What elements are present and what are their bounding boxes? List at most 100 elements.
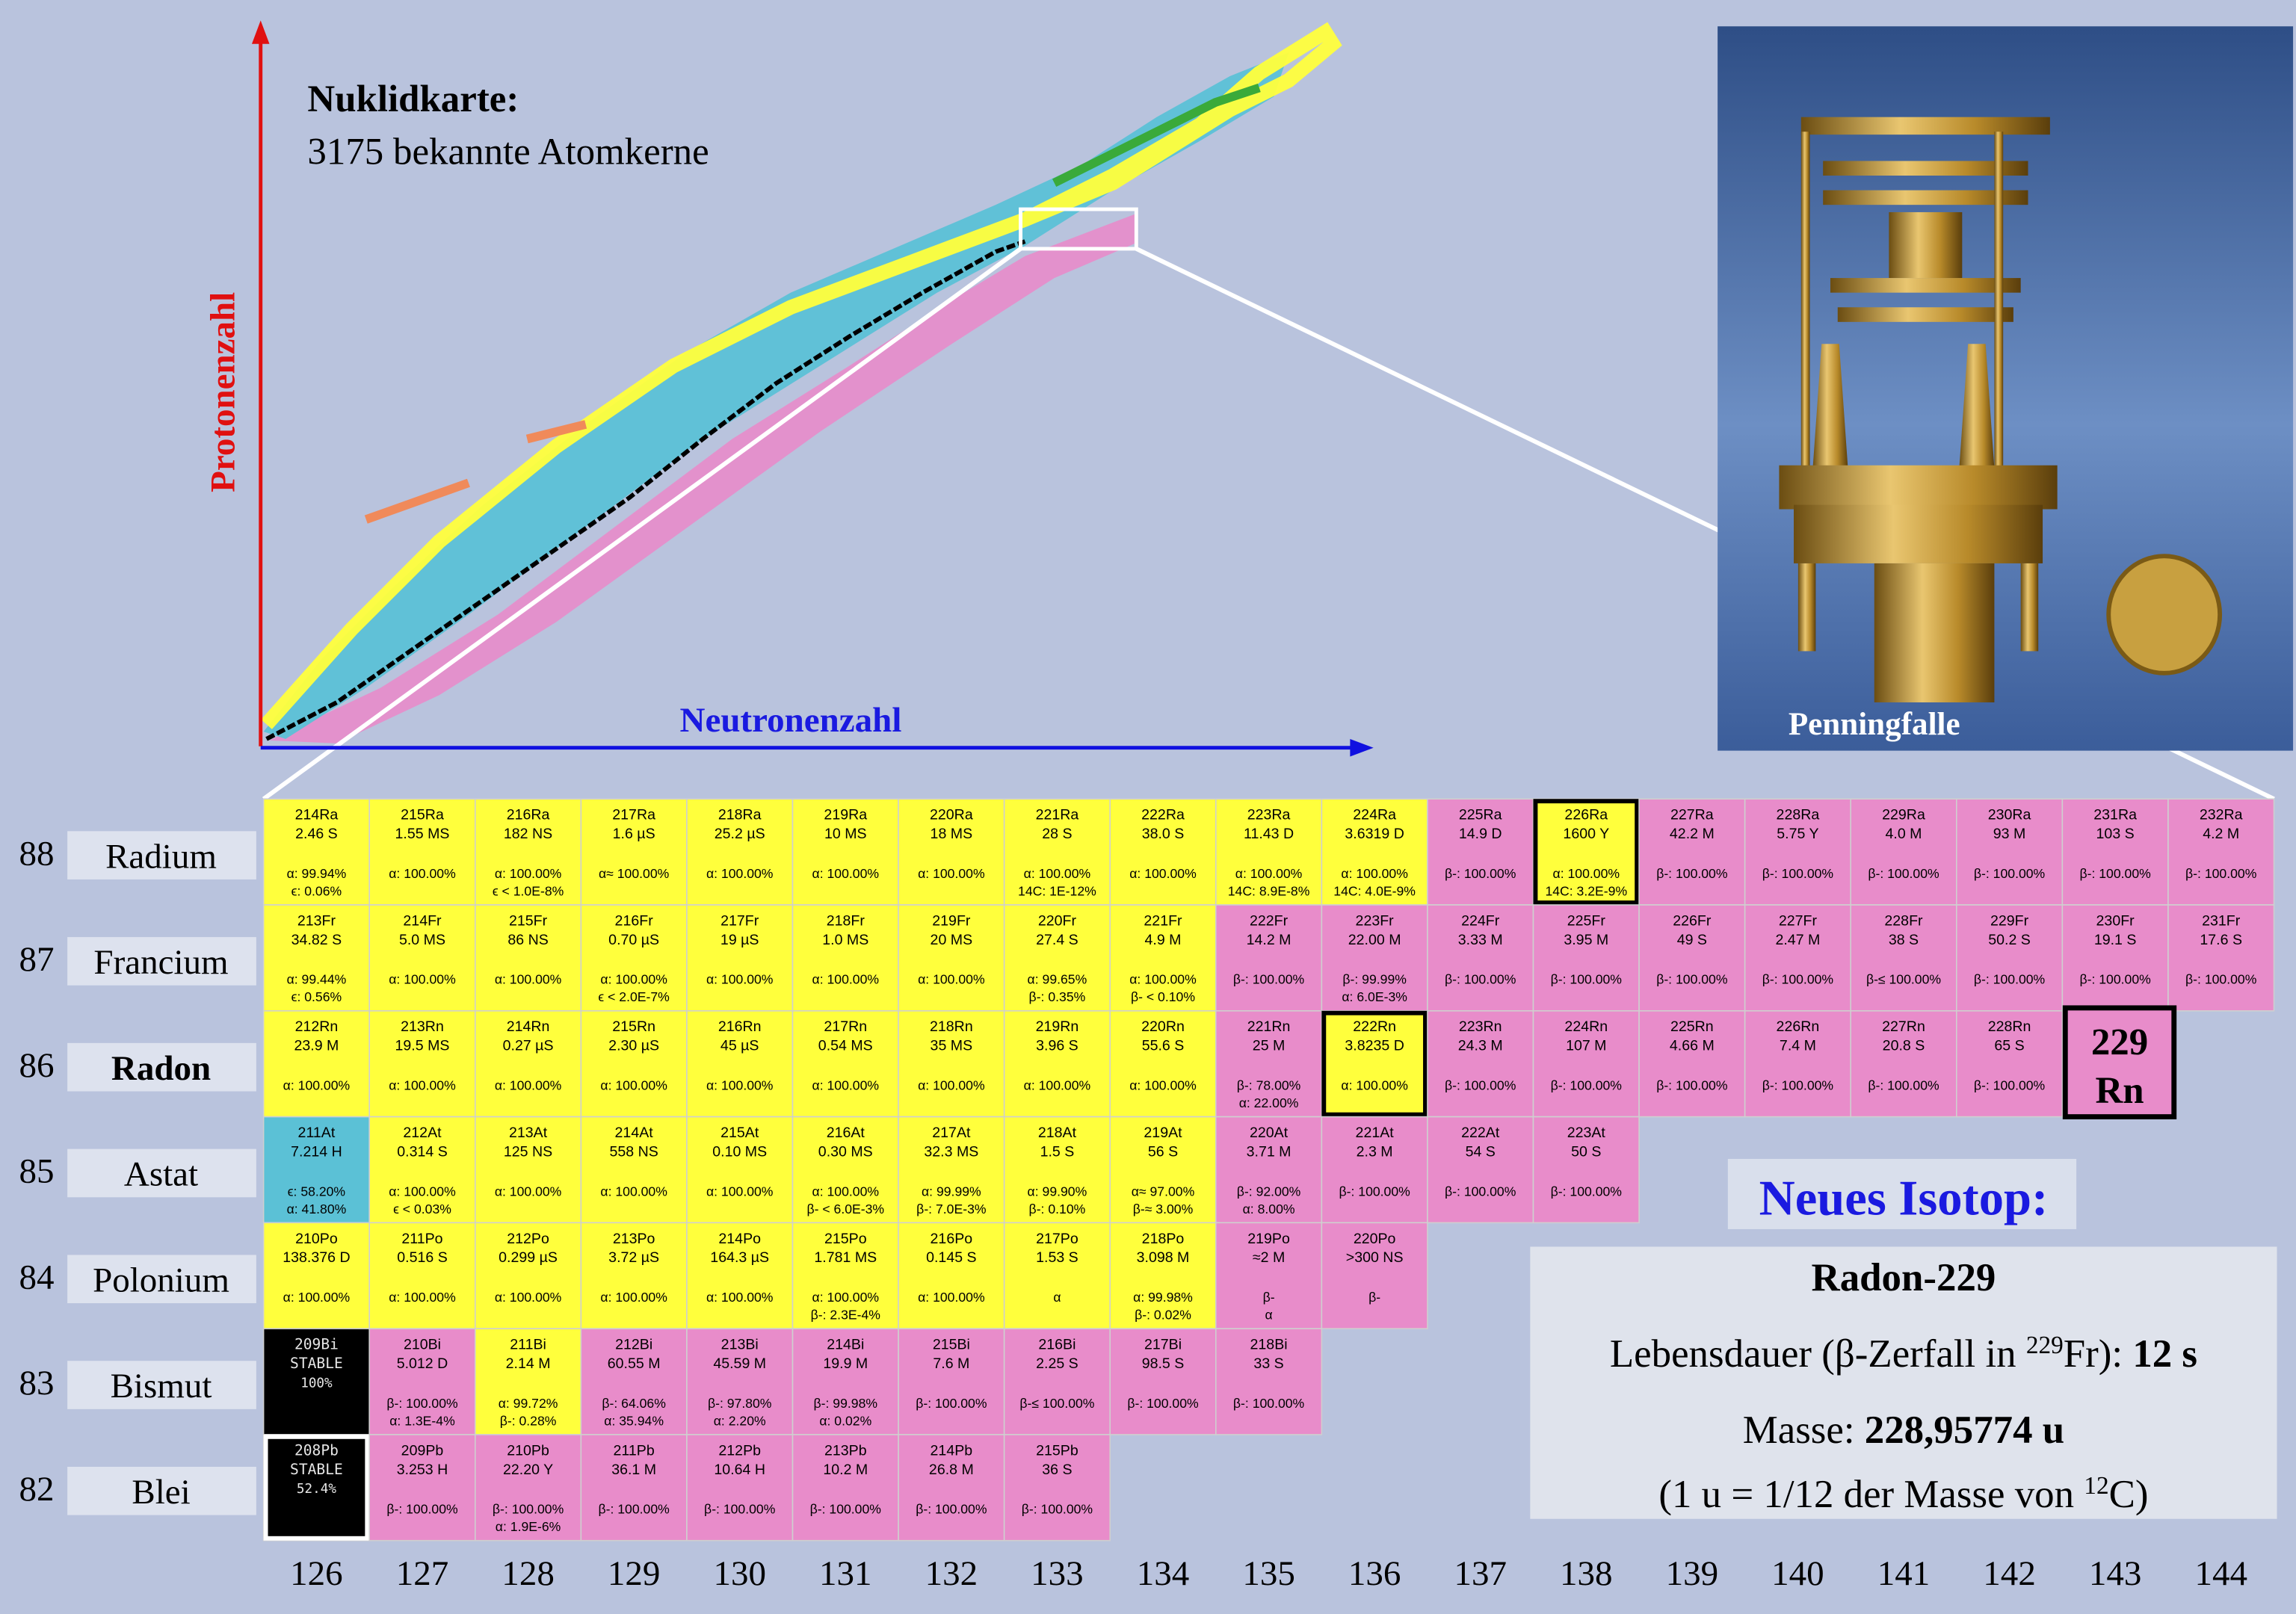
decay-mode: β- < 0.10% (1131, 989, 1195, 1004)
nuclide-name: 230Fr (2096, 912, 2135, 929)
nuclide-name: 217Fr (720, 912, 759, 929)
neutron-number: 135 (1242, 1554, 1295, 1593)
decay-mode: β-: 0.02% (1135, 1308, 1191, 1323)
decay-mode: α: 100.00% (1024, 866, 1091, 881)
nuclide-cell (2167, 904, 2275, 1012)
nuclide-cell (898, 1116, 1005, 1224)
info-unit-part: (1 u = 1/12 der Masse von (1658, 1473, 2084, 1516)
nuclide-name: 217Po (1036, 1231, 1078, 1247)
nuclide-name: 232Ra (2200, 807, 2243, 823)
nuclide-name: 228Fr (1884, 912, 1923, 929)
half-life: 25.2 µS (715, 826, 765, 842)
nuclide-name: 213Bi (721, 1337, 759, 1353)
nuclide-name: 216Fr (615, 912, 654, 929)
decay-mode: β-: 100.00% (1868, 866, 1939, 881)
nuclide-name: 228Rn (1988, 1018, 2031, 1035)
proton-number: 82 (19, 1470, 54, 1509)
decay-mode: α≈ 97.00% (1132, 1184, 1195, 1199)
half-life: 4.9 M (1145, 932, 1182, 948)
decay-mode: β-: 92.00% (1237, 1184, 1301, 1199)
half-life: 86 NS (507, 932, 548, 948)
nuclide-cell (580, 1434, 688, 1542)
nuclide-name: 226Fr (1673, 912, 1712, 929)
nuclide-name: 225Ra (1459, 807, 1502, 823)
decay-mode: β-: 100.00% (2185, 972, 2257, 987)
decay-mode: β-: 2.3E-4% (811, 1308, 881, 1323)
half-life: 5.75 Y (1777, 826, 1818, 842)
nuclide-name: 217Bi (1144, 1337, 1182, 1353)
decay-mode: α: 100.00% (918, 972, 985, 987)
decay-mode: ϵ < 2.0E-7% (598, 989, 670, 1004)
half-life: 50.2 S (1988, 932, 2031, 948)
nuclide-cell (1638, 1010, 1746, 1118)
decay-mode: α: 100.00% (495, 1078, 562, 1093)
decay-mode: α: 100.00% (495, 972, 562, 987)
nuclide-name: 211Bi (510, 1337, 546, 1353)
nuclide-name: 220Fr (1038, 912, 1077, 929)
decay-mode: α: 100.00% (1129, 1078, 1197, 1093)
half-life: 7.214 H (291, 1143, 342, 1160)
decay-mode: β-: 100.00% (1974, 1078, 2046, 1093)
nuclide-name: 214Ra (295, 807, 339, 823)
decay-mode: α: 100.00% (812, 1290, 880, 1305)
decay-mode: α: 100.00% (706, 866, 774, 881)
decay-mode: ϵ: 0.56% (291, 989, 342, 1004)
neutron-number: 131 (819, 1554, 872, 1593)
decay-mode: α: 100.00% (389, 1078, 456, 1093)
element-box (67, 831, 256, 879)
nuclide-name: 229Fr (1990, 912, 2029, 929)
half-life: 4.66 M (1670, 1038, 1715, 1054)
half-life: 32.3 MS (924, 1143, 978, 1160)
nuclide-name: 222Fr (1250, 912, 1289, 929)
half-life: 10 MS (824, 826, 867, 842)
half-life: 7.6 M (933, 1355, 969, 1372)
nuclide-name: 225Rn (1670, 1018, 1714, 1035)
nuclide-name: 211Pb (614, 1442, 655, 1459)
nuclide-cell (898, 1434, 1005, 1542)
nuclide-name: 212Pb (718, 1442, 761, 1459)
decay-mode: 100% (300, 1376, 333, 1391)
half-life: 0.54 MS (818, 1038, 873, 1054)
nuclide-cell (898, 904, 1005, 1012)
decay-mode: α: 100.00% (1024, 1078, 1091, 1093)
half-life: 1.6 µS (613, 826, 655, 842)
photo (1718, 26, 2294, 751)
nuclide-cell (1109, 798, 1217, 906)
decay-mode: α: 100.00% (706, 1078, 774, 1093)
info-lifetime-part: Lebensdauer (β-Zerfall in (1610, 1332, 2026, 1376)
nuclide-name: 209Bi (294, 1336, 339, 1353)
half-life: 34.82 S (291, 932, 342, 948)
decay-mode: β-: 99.98% (814, 1396, 878, 1411)
decay-mode: β-: 100.00% (916, 1502, 987, 1517)
decay-mode: β-: 100.00% (1656, 972, 1728, 987)
nuclide-name: 223At (1567, 1125, 1606, 1141)
half-life: 2.46 S (295, 826, 338, 842)
half-life: 45 µS (720, 1038, 759, 1054)
nuclide-cell (791, 1116, 899, 1224)
half-life: 2.3 M (1357, 1143, 1393, 1160)
decay-mode: α: 99.99% (922, 1184, 981, 1199)
half-life: 14.2 M (1247, 932, 1292, 948)
decay-mode: β-: 100.00% (916, 1396, 987, 1411)
nuclide-name: 218At (1038, 1125, 1077, 1141)
nuclide-cell (1744, 1010, 1851, 1118)
half-life: 182 NS (504, 826, 552, 842)
half-life: 19.5 MS (395, 1038, 450, 1054)
half-life: 1.55 MS (395, 826, 450, 842)
nuclide-name: 229Ra (1882, 807, 1925, 823)
nuclide-name: 214Pb (931, 1442, 973, 1459)
decay-mode: α: 100.00% (918, 866, 985, 881)
decay-mode: β- (1263, 1290, 1275, 1305)
decay-mode: 52.4% (297, 1482, 336, 1497)
title: Nuklidkarte: (307, 78, 519, 120)
proton-number: 86 (19, 1046, 54, 1085)
nuclide-cell (1427, 1010, 1534, 1118)
info-mass-part: Masse: (1743, 1409, 1865, 1452)
decay-mode: α: 100.00% (389, 866, 456, 881)
decay-mode: β-: 100.00% (1551, 972, 1623, 987)
nuclide-cell (475, 1116, 582, 1224)
decay-mode: β-: 0.28% (500, 1413, 557, 1428)
half-life: 50 S (1571, 1143, 1601, 1160)
decay-mode: β-: 100.00% (1974, 972, 2046, 987)
half-life: 558 NS (609, 1143, 658, 1160)
